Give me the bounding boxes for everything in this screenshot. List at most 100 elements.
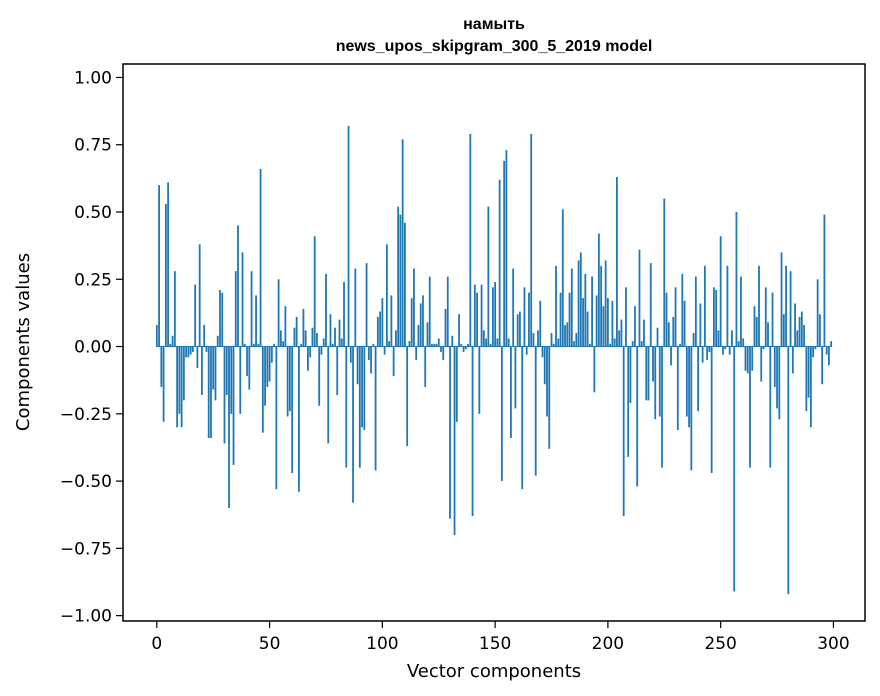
bar-276 [778,346,781,420]
bar-270 [764,287,767,347]
bar-282 [791,346,794,374]
bar-90 [358,346,361,468]
bar-141 [473,284,476,347]
bar-54 [277,279,280,347]
bar-15 [189,346,192,355]
bar-24 [210,346,212,439]
bar-55 [279,330,282,347]
bar-268 [760,346,763,382]
bar-128 [444,308,447,347]
bar-213 [636,346,639,487]
bar-210 [629,346,632,404]
bar-286 [800,311,803,347]
bar-132 [453,346,456,535]
bar-231 [676,346,679,430]
bar-223 [658,346,661,417]
bar-298 [828,346,830,366]
x-tick-label: 100 [366,634,398,654]
bar-38 [241,252,244,347]
bar-259 [740,276,742,347]
bar-112 [408,341,411,347]
bar-175 [550,333,553,347]
bar-230 [674,287,677,347]
bar-156 [507,338,510,347]
bar-148 [489,343,492,347]
bar-182 [566,322,569,347]
bar-130 [449,346,451,519]
x-axis-label: Vector components [407,661,581,682]
bar-203 [613,338,616,347]
bar-284 [796,330,799,347]
bar-137 [464,346,467,350]
bar-70 [313,236,316,347]
bar-172 [543,346,546,385]
bar-290 [809,346,812,428]
bar-195 [595,295,598,347]
bar-152 [498,179,501,347]
bar-278 [782,314,785,347]
bar-174 [548,346,551,449]
bar-91 [361,346,363,428]
bar-217 [645,346,648,401]
bar-191 [586,311,589,347]
bar-235 [685,346,688,417]
bar-4 [164,203,167,347]
bar-144 [480,284,483,347]
bar-157 [510,346,512,439]
x-tick-label: 150 [479,634,511,654]
bar-248 [715,290,718,347]
bar-21 [203,325,206,347]
bar-292 [814,346,817,350]
bar-117 [419,303,422,347]
bar-12 [182,346,185,401]
bar-110 [404,222,406,347]
bar-36 [237,225,239,347]
bar-20 [201,346,203,395]
bar-45 [257,343,260,347]
bar-258 [737,341,740,347]
bar-283 [794,303,796,347]
bar-160 [516,314,519,347]
y-tick-label: 0.75 [74,136,112,156]
bar-220 [652,346,654,382]
bar-30 [223,346,226,444]
bar-242 [701,346,704,363]
bar-29 [221,292,224,347]
bar-43 [252,343,255,347]
bar-263 [749,346,751,468]
plot-frame [122,63,866,622]
bar-76 [327,346,330,444]
bar-179 [559,292,562,347]
bar-77 [329,314,332,347]
bar-134 [458,314,460,347]
bar-287 [803,325,805,347]
bar-109 [401,139,404,347]
bar-246 [710,346,713,474]
bar-207 [622,346,625,517]
bar-260 [742,338,745,347]
bar-96 [372,343,375,347]
bar-184 [570,268,573,347]
bar-127 [442,346,445,360]
bar-125 [437,338,440,347]
bar-279 [785,265,787,347]
bar-158 [512,268,515,347]
x-tick-label: 50 [259,634,281,654]
bar-226 [665,292,668,347]
bar-107 [397,206,400,347]
y-tick-label: 0.00 [74,338,112,358]
bar-78 [331,343,334,347]
bar-153 [500,346,503,482]
bar-159 [514,346,517,409]
bar-227 [667,322,670,347]
bar-294 [818,314,821,347]
bar-31 [225,346,228,395]
bar-73 [320,346,323,355]
bar-233 [681,273,684,347]
bar-93 [365,263,368,347]
bar-111 [406,346,409,447]
bar-224 [661,346,663,468]
bar-272 [769,346,772,468]
bar-6 [169,343,172,347]
bar-221 [654,346,657,420]
